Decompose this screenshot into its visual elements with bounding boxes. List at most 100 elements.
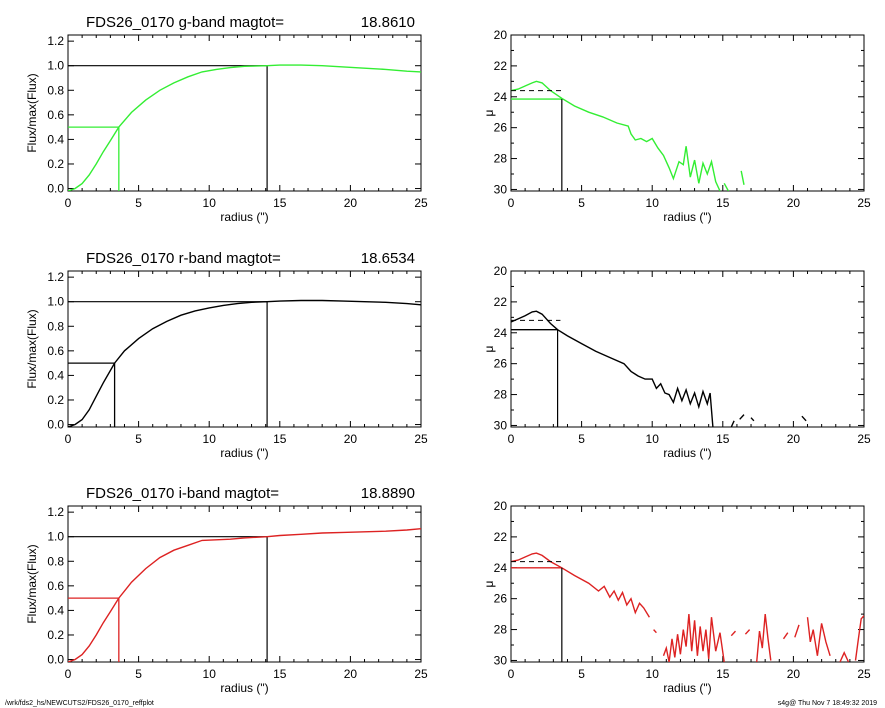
y-axis-label: μ — [482, 345, 496, 352]
x-tick-label: 25 — [414, 667, 428, 681]
plot-frame — [67, 34, 422, 192]
surface-brightness-line — [730, 420, 735, 427]
y-tick-label: 0.6 — [47, 579, 64, 593]
y-tick-label: 0.2 — [47, 393, 64, 407]
panel-i-growth-curve: 0 5 10 15 20 25 0.0 0.2 0.4 0.6 0.8 1.0 1.2 radius ("… — [25, 485, 428, 695]
surface-brightness-line — [511, 552, 650, 618]
y-tick-label: 26 — [494, 357, 508, 371]
y-axis-label: Flux/max(Flux) — [25, 544, 39, 623]
y-tick-label: 0.4 — [47, 132, 64, 146]
x-tick-label: 5 — [578, 667, 585, 681]
y-tick-label: 1.2 — [47, 34, 64, 48]
y-tick-label: 0.0 — [47, 418, 64, 432]
y-tick-label: 26 — [494, 592, 508, 606]
x-tick-label: 5 — [135, 667, 142, 681]
y-tick-label: 0.8 — [47, 83, 64, 97]
y-tick-label: 28 — [494, 388, 508, 402]
chart-title-value: 18.6534 — [361, 250, 415, 267]
y-tick-label: 0.2 — [47, 628, 64, 642]
surface-brightness-line — [806, 617, 831, 657]
x-tick-label: 10 — [203, 196, 217, 210]
y-tick-label: 24 — [494, 561, 508, 575]
x-tick-label: 10 — [646, 667, 660, 681]
x-tick-label: 0 — [65, 196, 72, 210]
surface-brightness-line — [782, 632, 789, 640]
x-tick-label: 15 — [716, 196, 730, 210]
growth-curve-line — [68, 64, 421, 191]
x-tick-label: 20 — [344, 432, 358, 446]
y-tick-label: 20 — [494, 264, 508, 278]
chart-title: FDS26_0170 g-band magtot= — [86, 14, 284, 31]
x-tick-label: 25 — [414, 432, 428, 446]
y-tick-label: 1.2 — [47, 505, 64, 519]
chart-title-value: 18.8890 — [361, 485, 415, 502]
surface-brightness-line — [854, 615, 864, 661]
x-tick-label: 15 — [273, 196, 287, 210]
surface-brightness-line — [662, 614, 725, 662]
x-tick-label: 25 — [857, 667, 871, 681]
panel-r-surface-brightness: 0 5 10 15 20 25 20 22 24 26 28 30 radius (") μ — [482, 264, 871, 460]
x-axis-label: radius (") — [220, 446, 268, 460]
surface-brightness-line — [740, 170, 745, 185]
x-tick-label: 5 — [578, 196, 585, 210]
x-tick-label: 15 — [716, 432, 730, 446]
y-axis-label: Flux/max(Flux) — [25, 73, 39, 152]
y-tick-label: 30 — [494, 418, 508, 432]
y-tick-label: 0.0 — [47, 653, 64, 667]
chart-title: FDS26_0170 r-band magtot= — [86, 250, 281, 267]
y-tick-label: 0.4 — [47, 368, 64, 382]
surface-brightness-line — [756, 614, 772, 662]
plot-frame — [510, 270, 865, 428]
y-tick-label: 28 — [494, 152, 508, 166]
x-tick-label: 0 — [65, 667, 72, 681]
x-tick-label: 10 — [203, 432, 217, 446]
y-tick-label: 1.0 — [47, 530, 64, 544]
y-tick-label: 22 — [494, 59, 508, 73]
surface-brightness-line — [744, 629, 751, 635]
x-axis-label: radius (") — [663, 446, 711, 460]
y-tick-label: 24 — [494, 326, 508, 340]
x-tick-label: 0 — [508, 196, 515, 210]
y-tick-label: 1.2 — [47, 270, 64, 284]
x-tick-label: 10 — [203, 667, 217, 681]
x-tick-label: 15 — [716, 667, 730, 681]
surface-brightness-line — [839, 651, 850, 662]
y-tick-label: 22 — [494, 295, 508, 309]
y-tick-label: 0.4 — [47, 603, 64, 617]
plot-frame — [510, 505, 865, 663]
chart-title-value: 18.8610 — [361, 14, 415, 31]
x-tick-label: 15 — [273, 432, 287, 446]
panels: 0 5 10 15 20 25 0.0 0.2 0.4 0.6 0.8 1.0 1.2 radius ("… — [25, 14, 871, 695]
footer-timestamp: s4g@ Thu Nov 7 18:49:32 2019 — [778, 700, 877, 707]
surface-brightness-line — [750, 417, 755, 422]
x-tick-label: 5 — [578, 432, 585, 446]
x-tick-label: 15 — [273, 667, 287, 681]
x-axis-label: radius (") — [220, 210, 268, 224]
x-tick-label: 5 — [135, 196, 142, 210]
x-axis-label: radius (") — [663, 210, 711, 224]
surface-brightness-line — [511, 80, 721, 191]
surface-brightness-line — [723, 182, 730, 191]
x-axis-label: radius (") — [663, 681, 711, 695]
y-tick-label: 0.2 — [47, 157, 64, 171]
y-tick-label: 20 — [494, 499, 508, 513]
x-tick-label: 25 — [414, 196, 428, 210]
surface-brightness-line — [794, 624, 800, 638]
plot-frame — [67, 505, 422, 663]
y-tick-label: 24 — [494, 90, 508, 104]
x-tick-label: 0 — [508, 432, 515, 446]
surface-brightness-line — [511, 310, 714, 427]
panel-g-surface-brightness: 0 5 10 15 20 25 20 22 24 26 28 30 radius (") μ — [482, 28, 871, 224]
x-tick-label: 25 — [857, 432, 871, 446]
y-tick-label: 0.6 — [47, 108, 64, 122]
x-tick-label: 25 — [857, 196, 871, 210]
surface-brightness-line — [801, 415, 807, 422]
y-tick-label: 0.8 — [47, 554, 64, 568]
y-tick-label: 0.8 — [47, 319, 64, 333]
panel-i-surface-brightness: 0 5 10 15 20 25 20 22 24 26 28 30 radius (") μ — [482, 499, 871, 695]
y-tick-label: 22 — [494, 530, 508, 544]
surface-brightness-line — [653, 629, 657, 634]
y-axis-label: Flux/max(Flux) — [25, 309, 39, 388]
y-tick-label: 28 — [494, 623, 508, 637]
